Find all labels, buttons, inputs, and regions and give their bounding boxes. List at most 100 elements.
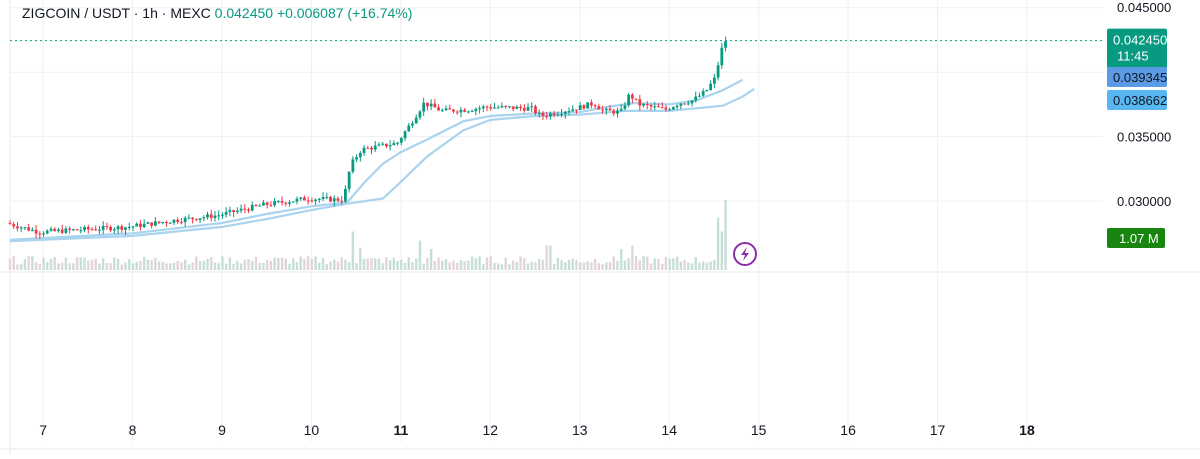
volume-bar [646, 256, 649, 270]
candle-body [217, 215, 221, 217]
volume-bar [142, 256, 146, 270]
price-change-label: +0.006087 (+16.74%) [276, 5, 413, 21]
candle-body [418, 111, 422, 118]
volume-bar [8, 258, 12, 270]
candle-body [589, 102, 593, 106]
candle-body [23, 227, 27, 229]
volume-bar [109, 263, 112, 270]
candle-body [187, 217, 191, 219]
volume-bar [340, 257, 343, 270]
volume-bar [694, 257, 697, 270]
candle-body [206, 214, 209, 218]
candle-body [153, 221, 157, 226]
candle-body [280, 201, 284, 203]
candle-body [86, 227, 90, 230]
volume-bar [135, 261, 138, 270]
volume-bar [224, 263, 228, 270]
volume-bar [675, 256, 679, 270]
candle-body [258, 205, 262, 207]
volume-bar [288, 263, 291, 270]
candle-body [247, 209, 250, 211]
volume-bar [359, 247, 362, 270]
candle-body [399, 138, 403, 143]
volume-bar [508, 264, 511, 270]
candle-body [176, 219, 180, 222]
volume-bar [347, 261, 351, 270]
candle-body [556, 114, 560, 116]
candle-body [172, 219, 176, 223]
volume-bar [284, 258, 287, 270]
volume-bar [228, 257, 232, 270]
candle-body [720, 47, 724, 66]
volume-bar [683, 260, 686, 270]
x-tick-label: 18 [1019, 422, 1035, 438]
volume-bar [422, 263, 425, 270]
candle-body [75, 229, 79, 231]
volume-bar [418, 240, 422, 270]
candle-body [519, 106, 522, 108]
candle-body [474, 108, 478, 112]
volume-bar [500, 264, 504, 270]
volume-bar [497, 263, 500, 270]
volume-bar [176, 261, 179, 270]
candle-body [414, 117, 418, 124]
candle-body [351, 159, 355, 172]
candle-body [94, 229, 98, 231]
candle-body [198, 218, 202, 220]
volume-bar [482, 264, 485, 270]
x-tick-label: 11 [393, 422, 408, 438]
volume-bar [534, 261, 537, 270]
candle-body [105, 225, 109, 227]
candle-body [366, 147, 370, 149]
candle-body [250, 204, 254, 211]
candle-body [161, 222, 165, 224]
candle-body [284, 202, 288, 204]
candle-body [239, 208, 243, 211]
volume-bar [556, 257, 560, 270]
candle-body [671, 107, 675, 110]
volume-bar [672, 258, 675, 270]
moving-average-slow-line [9, 87, 755, 243]
candle-body [433, 103, 437, 108]
volume-bar [273, 257, 276, 270]
candle-body [668, 109, 672, 111]
candle-body [567, 111, 571, 113]
volume-bar [679, 261, 683, 270]
volume-bar [139, 260, 142, 270]
candle-body [690, 100, 694, 104]
moving-average-fast-line [9, 78, 744, 241]
candle-body [396, 142, 399, 144]
volume-bar [243, 259, 246, 270]
candle-body [194, 218, 198, 220]
x-tick-label: 14 [661, 422, 677, 438]
volume-bar [526, 263, 530, 270]
volume-bar [459, 260, 463, 270]
volume-bar [191, 262, 194, 270]
candle-body [422, 102, 426, 112]
volume-bar [582, 262, 586, 270]
volume-bar [98, 263, 101, 270]
y-tick-label: 0.030000 [1117, 194, 1171, 209]
candle-body [276, 201, 280, 203]
ma-fast-badge-value: 0.039345 [1113, 70, 1167, 85]
volume-bar [642, 256, 645, 270]
candle-body [601, 109, 604, 111]
volume-bar [12, 256, 15, 270]
volume-bar [46, 262, 49, 270]
volume-bar [403, 262, 407, 270]
candle-body [701, 91, 705, 96]
volume-bar [131, 263, 135, 270]
candle-body [12, 224, 16, 227]
candle-body [630, 94, 634, 99]
volume-bar [575, 259, 578, 270]
x-tick-label: 12 [483, 422, 499, 438]
candle-body [426, 102, 429, 107]
candle-body [340, 200, 344, 202]
volume-bar [210, 257, 213, 270]
candle-body [563, 111, 567, 114]
candle-body [336, 198, 340, 201]
candle-body [299, 197, 303, 199]
candle-body [157, 221, 161, 223]
